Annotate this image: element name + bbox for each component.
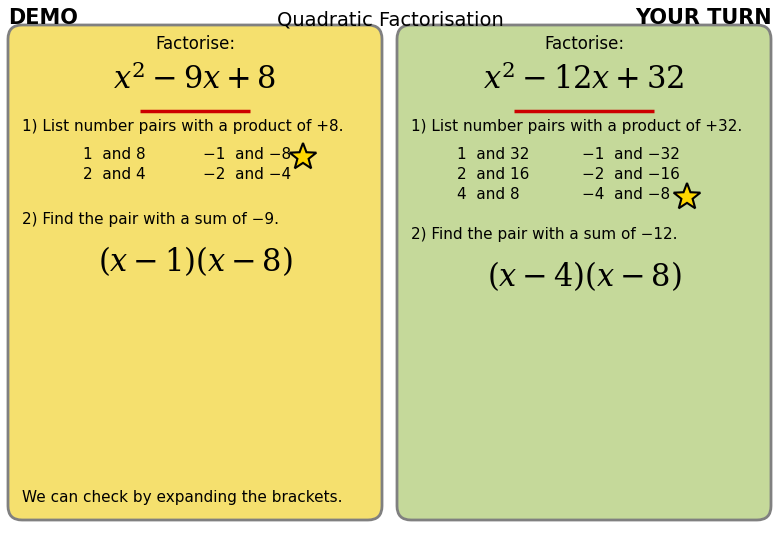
Text: −2  and −4: −2 and −4 <box>203 167 291 182</box>
Text: 1  and 32: 1 and 32 <box>457 147 530 162</box>
Text: −1  and −8: −1 and −8 <box>203 147 291 162</box>
Text: Factorise:: Factorise: <box>155 35 235 53</box>
Text: 2) Find the pair with a sum of −12.: 2) Find the pair with a sum of −12. <box>411 227 678 242</box>
Polygon shape <box>674 183 700 208</box>
Text: Quadratic Factorisation: Quadratic Factorisation <box>277 10 503 29</box>
Text: $( x - 1 ) ( x - 8 )$: $( x - 1 ) ( x - 8 )$ <box>98 244 292 278</box>
Text: 2) Find the pair with a sum of −9.: 2) Find the pair with a sum of −9. <box>22 212 279 227</box>
Text: $x^2 - 9x + 8$: $x^2 - 9x + 8$ <box>113 63 277 95</box>
Text: $( x - 4 ) ( x - 8 )$: $( x - 4 ) ( x - 8 )$ <box>487 259 681 293</box>
Text: 1) List number pairs with a product of +32.: 1) List number pairs with a product of +… <box>411 119 743 134</box>
Text: 4  and 8: 4 and 8 <box>457 187 519 202</box>
Text: −1  and −32: −1 and −32 <box>582 147 680 162</box>
Text: $x^2 - 12x + 32$: $x^2 - 12x + 32$ <box>484 63 685 95</box>
FancyBboxPatch shape <box>8 25 382 520</box>
Polygon shape <box>289 143 317 168</box>
Text: 1  and 8: 1 and 8 <box>83 147 146 162</box>
Text: DEMO: DEMO <box>8 8 78 28</box>
Text: Factorise:: Factorise: <box>544 35 624 53</box>
Text: −4  and −8: −4 and −8 <box>582 187 670 202</box>
Text: 2  and 4: 2 and 4 <box>83 167 146 182</box>
Text: −2  and −16: −2 and −16 <box>582 167 680 182</box>
Text: We can check by expanding the brackets.: We can check by expanding the brackets. <box>22 490 342 505</box>
FancyBboxPatch shape <box>397 25 771 520</box>
Text: 1) List number pairs with a product of +8.: 1) List number pairs with a product of +… <box>22 119 343 134</box>
Text: YOUR TURN: YOUR TURN <box>636 8 772 28</box>
Text: 2  and 16: 2 and 16 <box>457 167 530 182</box>
